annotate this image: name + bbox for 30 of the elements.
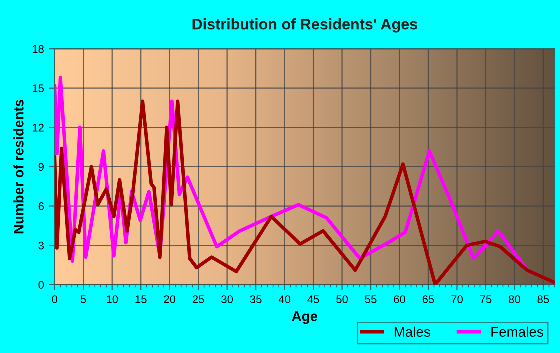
- x-tick-label: 40: [278, 296, 291, 304]
- y-tick-label: 12: [32, 124, 44, 132]
- x-axis-title: Age: [292, 312, 318, 324]
- x-tick-label: 75: [480, 296, 492, 304]
- y-tick-label: 6: [38, 202, 44, 210]
- x-tick-label: 5: [80, 296, 86, 304]
- legend-label: Males: [394, 326, 430, 338]
- x-tick-label: 60: [394, 296, 406, 304]
- x-tick-label: 30: [222, 296, 234, 304]
- x-tick-label: 70: [452, 296, 463, 304]
- x-tick-label: 20: [164, 296, 176, 304]
- x-tick-label: 65: [422, 296, 434, 304]
- x-tick-label: 25: [192, 296, 204, 304]
- chart-title: Distribution of Residents' Ages: [192, 18, 418, 33]
- x-tick-label: 0: [52, 296, 58, 304]
- legend-label: Females: [492, 326, 544, 338]
- x-tick-label: 80: [509, 296, 520, 304]
- x-tick-label: 45: [308, 296, 320, 304]
- x-tick-label: 10: [107, 296, 118, 304]
- y-tick-label: 0: [38, 281, 44, 290]
- x-tick-label: 85: [538, 296, 550, 304]
- y-tick-label: 3: [38, 242, 44, 250]
- y-tick-label: 18: [32, 45, 44, 54]
- y-tick-label: 9: [38, 163, 44, 172]
- y-axis-title: Number of residents: [14, 100, 24, 234]
- y-tick-label: 15: [32, 84, 44, 93]
- x-tick-label: 35: [250, 296, 262, 304]
- x-tick-label: 15: [136, 296, 147, 304]
- x-tick-label: 55: [365, 296, 377, 304]
- x-tick-label: 50: [336, 296, 348, 304]
